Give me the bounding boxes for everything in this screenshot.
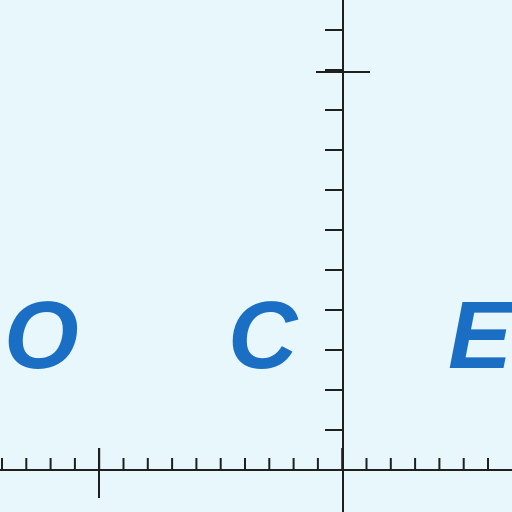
letter-c: C: [228, 288, 297, 384]
letter-e: E: [448, 288, 512, 384]
letter-o: O: [4, 288, 79, 384]
